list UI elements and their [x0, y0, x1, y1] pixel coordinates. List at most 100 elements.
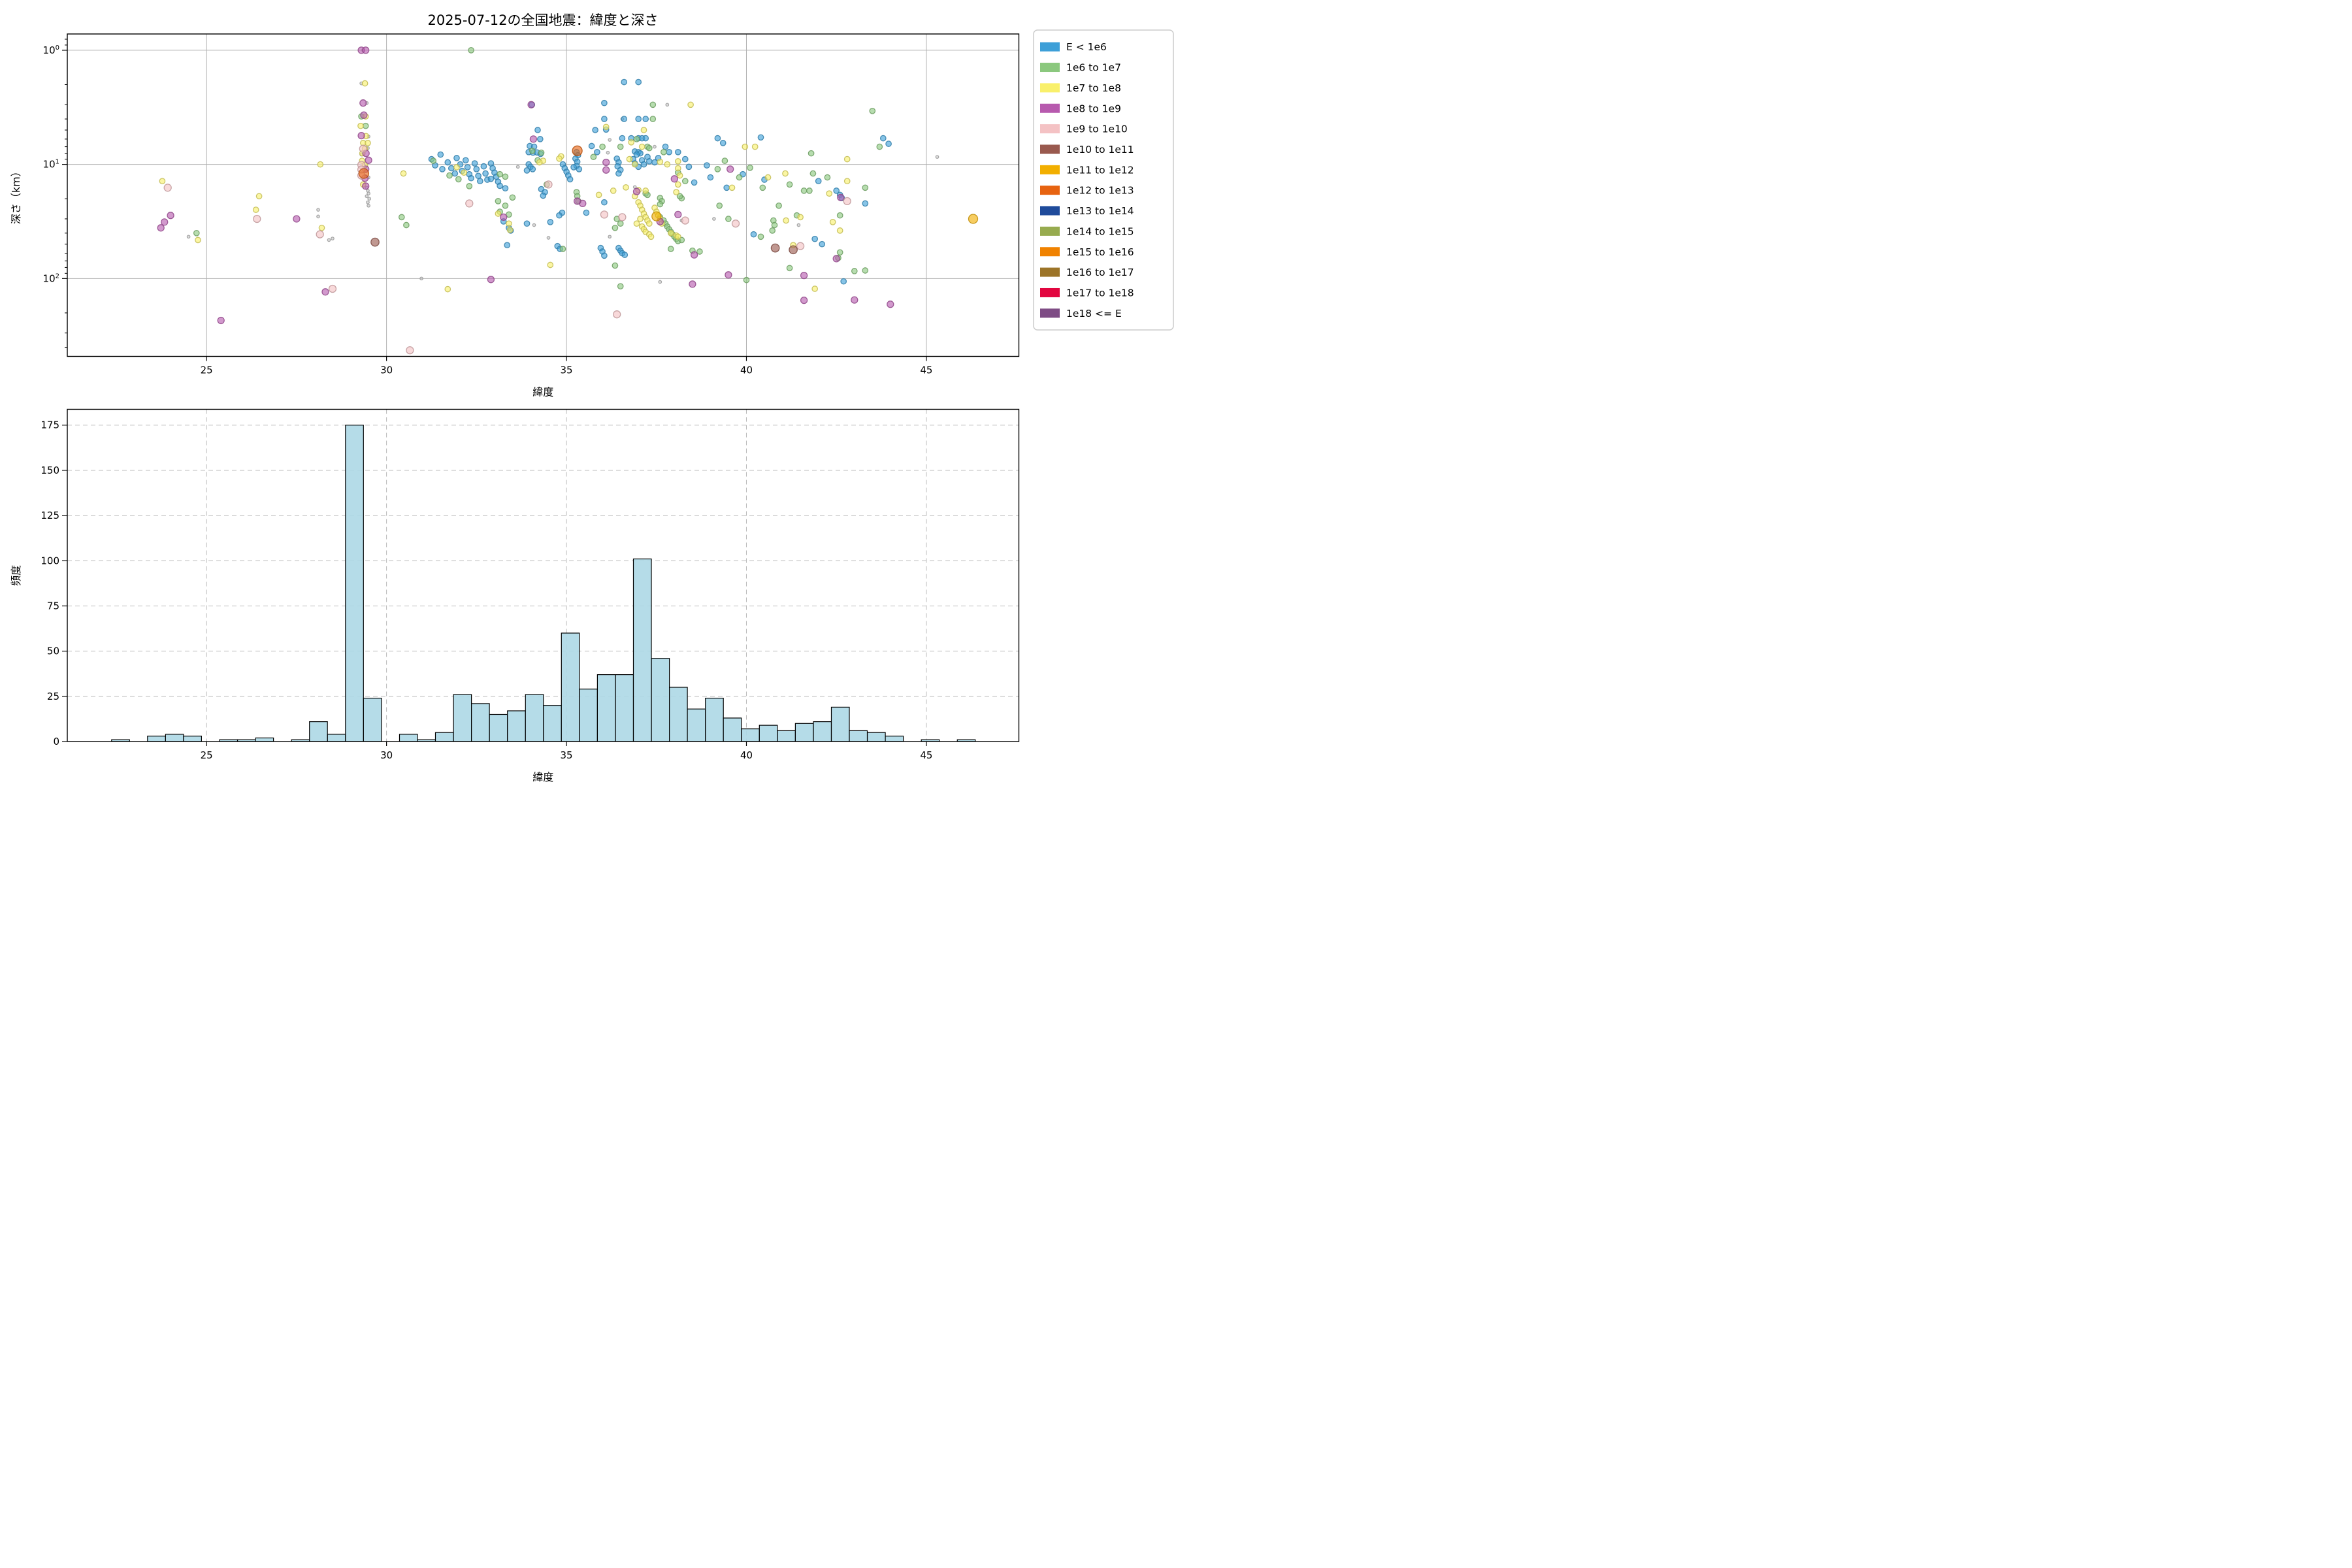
scatter-point — [502, 202, 509, 209]
hist-bar — [183, 736, 202, 742]
scatter-point — [836, 227, 843, 234]
scatter-ytick-label: 101 — [43, 159, 59, 171]
scatter-point — [869, 107, 876, 114]
legend-label: 1e12 to 1e13 — [1066, 185, 1134, 197]
scatter-point — [572, 145, 583, 156]
scatter-point — [811, 286, 819, 292]
hist-bar — [543, 705, 562, 742]
hist-bar — [453, 694, 472, 742]
scatter-point — [601, 252, 608, 259]
scatter-point — [583, 209, 590, 216]
scatter-point — [502, 185, 509, 192]
scatter-point — [497, 182, 503, 189]
hist-bar — [345, 425, 364, 742]
scatter-point — [529, 147, 536, 154]
scatter-point — [595, 191, 602, 199]
scatter-point — [968, 214, 979, 224]
scatter-ytick-label: 100 — [43, 44, 59, 56]
scatter-point — [367, 197, 372, 201]
scatter-point — [649, 101, 657, 108]
scatter-point — [453, 164, 460, 171]
scatter-point — [506, 227, 514, 233]
hist-bars — [111, 425, 976, 742]
scatter-point — [879, 135, 887, 142]
legend-swatch — [1040, 287, 1060, 297]
scatter-point — [796, 223, 801, 227]
scatter-point — [466, 183, 473, 189]
scatter-point — [621, 116, 628, 122]
scatter-point — [836, 212, 843, 219]
scatter-point — [876, 143, 883, 150]
scatter-point — [362, 182, 370, 190]
scatter-point — [601, 116, 608, 122]
hist-bar — [687, 708, 706, 742]
scatter-point — [776, 202, 782, 209]
scatter-point — [660, 148, 667, 155]
scatter-point — [365, 194, 369, 199]
hist-bar — [849, 730, 868, 742]
scatter-point — [502, 173, 509, 180]
scatter-xtick-label: 40 — [740, 365, 753, 376]
scatter-point — [534, 127, 541, 133]
scatter-point — [731, 220, 740, 228]
scatter-point — [832, 255, 840, 263]
hist-grid — [67, 409, 1019, 742]
scatter-axes: 25 30 35 40 45 100 101 102 — [43, 39, 932, 376]
scatter-point — [645, 144, 653, 152]
hist-bar — [741, 728, 760, 742]
scatter-point — [546, 236, 551, 240]
scatter-point — [316, 208, 320, 212]
scatter-point — [667, 246, 674, 252]
legend-label: E < 1e6 — [1066, 41, 1107, 53]
scatter-point — [482, 170, 489, 177]
scatter-point — [439, 166, 446, 172]
hist-xtick-label: 35 — [561, 749, 573, 761]
scatter-point — [167, 212, 174, 220]
scatter-point — [862, 184, 869, 191]
scatter-point — [674, 148, 681, 155]
scatter-point — [487, 276, 495, 284]
scatter-point — [800, 271, 808, 280]
scatter-point — [806, 188, 813, 194]
scatter-point — [696, 248, 703, 255]
scatter-point — [495, 198, 502, 204]
scatter-point — [536, 136, 544, 142]
scatter-point — [800, 296, 808, 304]
series-1e10 to 1e11 — [370, 237, 798, 255]
legend-label: 1e14 to 1e15 — [1066, 225, 1134, 237]
scatter-point — [331, 237, 335, 240]
scatter-point — [255, 193, 263, 200]
legend-item-1e14 to 1e15: 1e14 to 1e15 — [1040, 225, 1134, 237]
hist-bar — [579, 689, 598, 742]
scatter-point — [771, 221, 778, 229]
hist-bar — [309, 721, 328, 742]
scatter-point — [357, 131, 365, 140]
legend-item-1e7 to 1e8: 1e7 to 1e8 — [1040, 82, 1121, 94]
scatter-point — [770, 243, 780, 253]
scatter-point — [403, 221, 410, 229]
scatter-point — [633, 151, 640, 158]
scatter-point — [475, 172, 482, 180]
scatter-point — [618, 213, 627, 221]
scatter-point — [712, 217, 716, 221]
scatter-point — [559, 246, 566, 252]
scatter-point — [633, 220, 640, 227]
hist-xlabel: 緯度 — [532, 771, 553, 783]
legend: E < 1e6 1e6 to 1e7 1e7 to 1e8 1e8 to 1e9 1e9… — [1033, 29, 1174, 331]
scatter-point — [645, 220, 653, 227]
scatter-point — [658, 280, 662, 284]
scatter-point — [538, 149, 545, 156]
scatter-point — [649, 116, 657, 122]
scatter-point — [782, 170, 789, 177]
scatter-point — [728, 184, 736, 191]
scatter-point — [506, 211, 512, 218]
scatter-point — [606, 150, 610, 155]
scatter-point — [673, 189, 679, 195]
hist-xtick-label: 30 — [380, 749, 393, 761]
hist-bar — [885, 736, 904, 742]
scatter-point — [523, 167, 531, 174]
scatter-point — [685, 163, 693, 171]
hist-bar — [470, 703, 490, 742]
scatter-point — [811, 235, 819, 242]
scatter-point — [455, 176, 462, 183]
